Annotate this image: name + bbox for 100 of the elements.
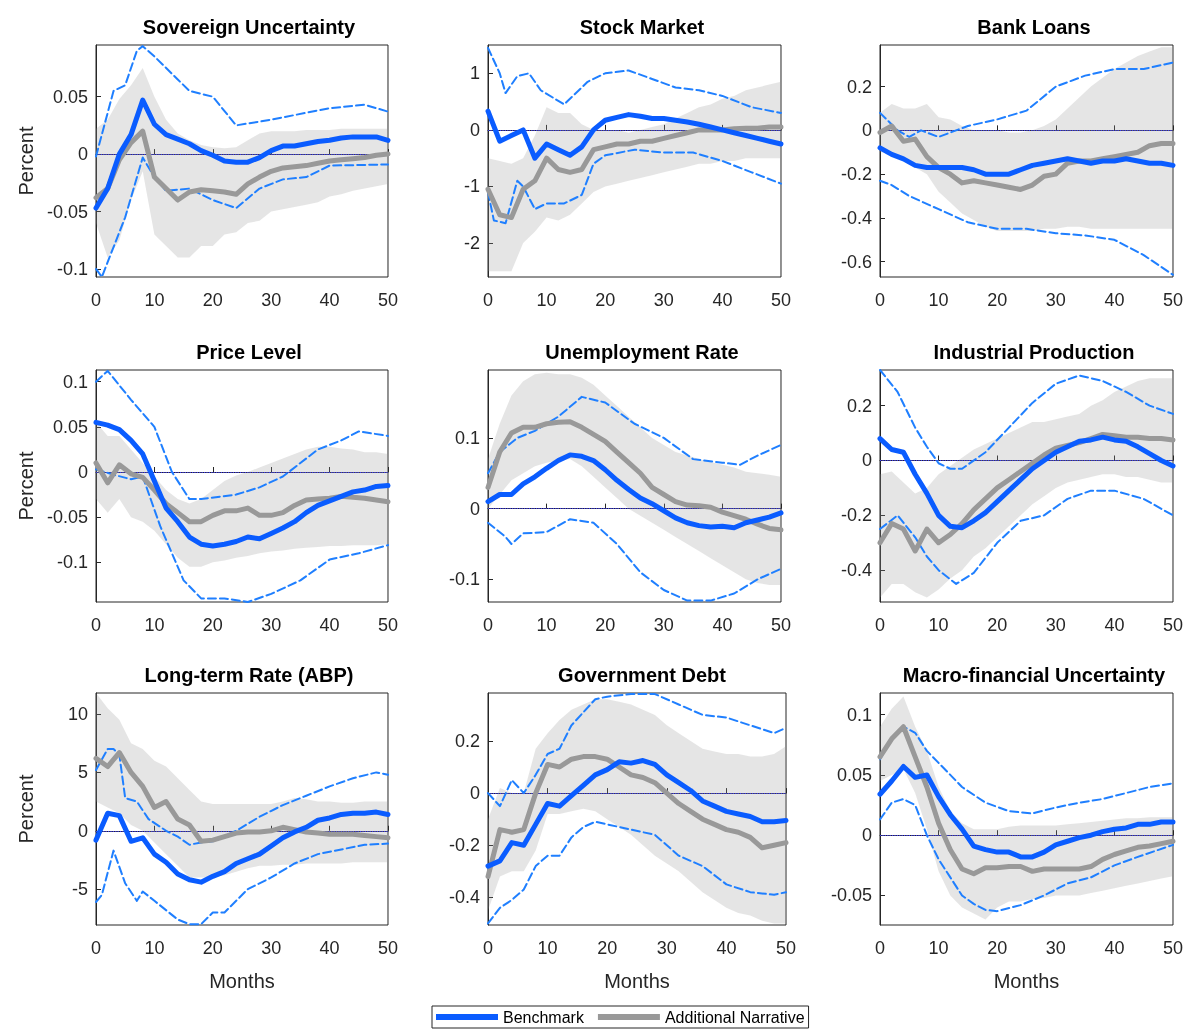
y-tick-label: 0.05 <box>52 86 88 107</box>
y-tick-label: 0 <box>469 119 480 140</box>
y-axis-title: Percent <box>15 451 37 521</box>
y-tick-label: -0.05 <box>46 201 88 222</box>
x-axis-title: Months <box>209 970 275 992</box>
legend-label: Additional Narrative <box>664 1008 805 1026</box>
x-tick-label: 20 <box>202 938 223 958</box>
x-tick-label: 10 <box>144 290 165 310</box>
x-tick-label: 10 <box>144 615 165 635</box>
x-tick-label: 0 <box>90 290 102 310</box>
x-tick-label: 20 <box>597 938 618 958</box>
line-series <box>487 518 782 602</box>
x-tick-label: 30 <box>656 938 677 958</box>
x-tick-label: 50 <box>377 290 398 310</box>
y-tick-label: 5 <box>77 762 88 783</box>
chart-title: Long-term Rate (ABP) <box>144 664 354 686</box>
line-series <box>487 148 782 225</box>
x-tick-label: 10 <box>537 938 558 958</box>
y-tick-label: 0.05 <box>836 764 872 785</box>
x-tick-label: 10 <box>928 290 949 310</box>
y-tick-label: -0.4 <box>448 887 480 908</box>
line-series <box>487 820 787 925</box>
y-tick-label: 0 <box>861 825 872 846</box>
y-tick-label: -0.1 <box>448 569 480 590</box>
x-tick-label: 50 <box>1162 290 1183 310</box>
y-tick-label: 0.2 <box>454 730 480 751</box>
chart-title: Sovereign Uncertainty <box>142 16 357 38</box>
y-tick-label: 0.1 <box>62 371 88 392</box>
x-tick-label: 50 <box>770 290 791 310</box>
x-tick-label: 20 <box>202 615 223 635</box>
y-tick-label: -1 <box>463 176 480 197</box>
x-tick-label: 40 <box>319 615 340 635</box>
line-series <box>487 395 782 475</box>
y-tick-label: 0.2 <box>846 395 872 416</box>
y-tick-label: 0.05 <box>52 416 88 437</box>
x-tick-label: 30 <box>1045 938 1066 958</box>
x-axis-title: Months <box>604 970 670 992</box>
y-tick-label: -0.2 <box>448 835 480 856</box>
y-tick-label: 0 <box>77 820 88 841</box>
x-tick-label: 30 <box>261 938 282 958</box>
line-series <box>487 46 782 114</box>
y-axis-title: Percent <box>15 126 37 196</box>
x-tick-label: 20 <box>987 938 1008 958</box>
x-tick-label: 30 <box>1045 615 1066 635</box>
line-series <box>487 693 787 808</box>
x-tick-label: 40 <box>712 615 733 635</box>
x-tick-label: 0 <box>482 290 494 310</box>
x-tick-label: 0 <box>90 615 102 635</box>
x-tick-label: 0 <box>482 615 494 635</box>
line-series <box>95 842 389 926</box>
x-tick-label: 50 <box>377 615 398 635</box>
x-tick-label: 10 <box>928 615 949 635</box>
x-tick-label: 50 <box>1162 615 1183 635</box>
chart-title: Industrial Production <box>933 341 1135 363</box>
x-tick-label: 50 <box>377 938 398 958</box>
legend-label: Benchmark <box>503 1008 585 1026</box>
y-tick-label: -0.4 <box>840 560 872 581</box>
x-tick-label: 40 <box>319 938 340 958</box>
line-series <box>879 798 1174 913</box>
chart-title: Macro-financial Uncertainty <box>902 664 1167 686</box>
x-tick-label: 10 <box>144 938 165 958</box>
line-series <box>879 369 1174 470</box>
y-tick-label: -0.1 <box>56 552 88 573</box>
line-series <box>879 61 1174 138</box>
x-tick-label: 30 <box>261 615 282 635</box>
line-series <box>879 489 1174 585</box>
y-axis-title: Percent <box>15 774 37 844</box>
x-tick-label: 10 <box>536 290 557 310</box>
line-series <box>879 725 1174 815</box>
x-tick-label: 50 <box>1162 938 1183 958</box>
x-tick-label: 0 <box>874 938 886 958</box>
x-tick-label: 20 <box>595 290 616 310</box>
x-tick-label: 30 <box>653 290 674 310</box>
y-tick-label: -0.1 <box>56 258 88 279</box>
x-tick-label: 40 <box>1104 938 1125 958</box>
line-series <box>879 179 1174 276</box>
x-axis-title: Months <box>993 970 1060 992</box>
x-tick-label: 40 <box>1104 615 1125 635</box>
y-tick-label: -2 <box>463 233 480 254</box>
chart-title: Unemployment Rate <box>545 341 739 363</box>
y-tick-label: 0 <box>77 144 88 165</box>
x-tick-label: 40 <box>1104 290 1125 310</box>
x-tick-label: 40 <box>319 290 340 310</box>
x-tick-label: 20 <box>595 615 616 635</box>
x-tick-label: 40 <box>716 938 737 958</box>
x-tick-label: 50 <box>775 938 797 958</box>
y-tick-label: 0.1 <box>846 704 872 725</box>
x-tick-label: 40 <box>712 290 733 310</box>
y-tick-label: -0.05 <box>830 885 872 906</box>
y-tick-label: -0.6 <box>840 251 872 272</box>
x-tick-label: 50 <box>770 615 791 635</box>
y-tick-label: 0.1 <box>454 427 480 448</box>
y-tick-label: -0.4 <box>840 207 872 228</box>
x-tick-label: 0 <box>874 615 886 635</box>
x-tick-label: 20 <box>202 290 223 310</box>
y-tick-label: 0 <box>469 783 480 804</box>
y-tick-label: -0.2 <box>840 164 872 185</box>
y-tick-label: 0 <box>861 450 872 471</box>
chart-title: Bank Loans <box>977 16 1091 38</box>
line-series <box>95 468 389 603</box>
